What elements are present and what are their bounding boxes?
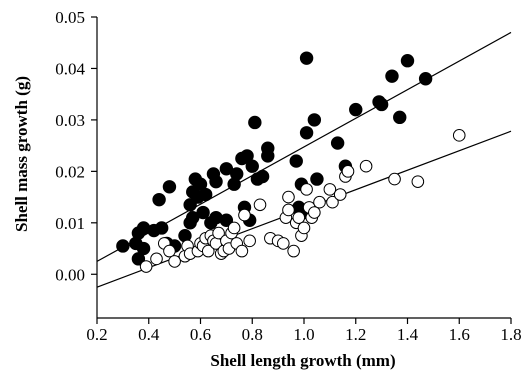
filled-data-point bbox=[196, 205, 210, 220]
filled-data-point bbox=[374, 97, 389, 112]
open-data-point bbox=[388, 172, 401, 186]
open-data-point bbox=[313, 195, 326, 209]
filled-data-point bbox=[349, 102, 363, 117]
fit-lines bbox=[96, 31, 512, 288]
y-tick-label: 0.02 bbox=[55, 162, 85, 181]
filled-data-point bbox=[289, 154, 303, 168]
filled-data-point bbox=[330, 136, 345, 150]
open-data-point bbox=[333, 188, 347, 201]
filled-data-point bbox=[162, 180, 177, 194]
open-data-point bbox=[359, 159, 373, 173]
open-data-point bbox=[282, 190, 295, 204]
open-data-point bbox=[163, 244, 176, 258]
filled-data-point bbox=[248, 115, 262, 130]
x-tick-label: 1.4 bbox=[397, 325, 419, 344]
filled-data-point bbox=[255, 169, 270, 184]
filled-data-point bbox=[116, 239, 130, 253]
y-axis-title: Shell mass growth (g) bbox=[12, 76, 31, 232]
x-axis-title: Shell length growth (mm) bbox=[210, 351, 395, 370]
open-data-point bbox=[227, 221, 241, 235]
filled-data-point bbox=[209, 174, 223, 189]
filled-data-point bbox=[154, 221, 169, 235]
filled-data-point bbox=[299, 51, 314, 65]
y-tick-label: 0.03 bbox=[55, 111, 85, 130]
open-data-point bbox=[297, 221, 311, 235]
open-data-point bbox=[282, 203, 295, 217]
x-tick-label: 1.6 bbox=[449, 325, 470, 344]
filled-data-point bbox=[307, 113, 322, 127]
filled-data-point bbox=[152, 192, 166, 207]
x-tick-label: 0.6 bbox=[190, 325, 211, 344]
y-axis-ticks: 0.00 0.01 0.02 0.03 0.04 0.05 bbox=[55, 8, 97, 284]
filled-data-point bbox=[219, 213, 234, 227]
x-tick-label: 1.0 bbox=[293, 325, 314, 344]
open-data-point bbox=[326, 195, 339, 209]
open-data-point bbox=[452, 129, 466, 142]
filled-data-point bbox=[299, 126, 314, 140]
filled-data-point bbox=[261, 149, 275, 163]
open-data-point bbox=[238, 208, 251, 222]
open-data-point bbox=[411, 175, 425, 188]
x-tick-label: 1.8 bbox=[500, 325, 521, 344]
open-data-point bbox=[292, 211, 306, 224]
filled-data-point bbox=[245, 159, 259, 173]
filled-data-point bbox=[230, 167, 244, 181]
open-data-point bbox=[341, 165, 355, 178]
y-tick-label: 0.01 bbox=[55, 214, 85, 233]
filled-data-point bbox=[393, 110, 407, 125]
open-data-point bbox=[212, 226, 225, 240]
open-data-point bbox=[139, 260, 153, 273]
x-axis-ticks: 0.2 0.4 0.6 0.8 1.0 1.2 1.4 1.6 1.8 bbox=[86, 318, 522, 344]
open-data-point bbox=[287, 244, 300, 258]
filled-data-point bbox=[418, 72, 433, 86]
open-data-point bbox=[201, 244, 215, 258]
x-tick-label: 1.2 bbox=[345, 325, 366, 344]
open-data-point bbox=[323, 183, 337, 196]
y-tick-label: 0.04 bbox=[55, 59, 85, 78]
filled-data-point bbox=[385, 69, 399, 83]
open-data-point bbox=[168, 255, 181, 268]
x-tick-label: 0.4 bbox=[138, 325, 160, 344]
open-data-point bbox=[277, 237, 290, 250]
x-tick-label: 0.2 bbox=[86, 325, 107, 344]
y-tick-label: 0.05 bbox=[55, 8, 85, 27]
x-tick-label: 0.8 bbox=[242, 325, 263, 344]
data-points bbox=[116, 51, 466, 273]
y-tick-label: 0.00 bbox=[55, 265, 85, 284]
open-data-point bbox=[253, 198, 267, 212]
open-data-point bbox=[243, 234, 256, 248]
open-data-point bbox=[235, 244, 249, 258]
filled-data-point bbox=[400, 54, 415, 68]
filled-data-point bbox=[310, 172, 324, 186]
filled-data-point bbox=[136, 241, 151, 256]
filled-data-point bbox=[198, 187, 213, 202]
open-data-point bbox=[308, 206, 321, 219]
open-data-point bbox=[150, 252, 163, 266]
plot-area bbox=[96, 17, 512, 319]
open-data-point bbox=[300, 183, 313, 196]
